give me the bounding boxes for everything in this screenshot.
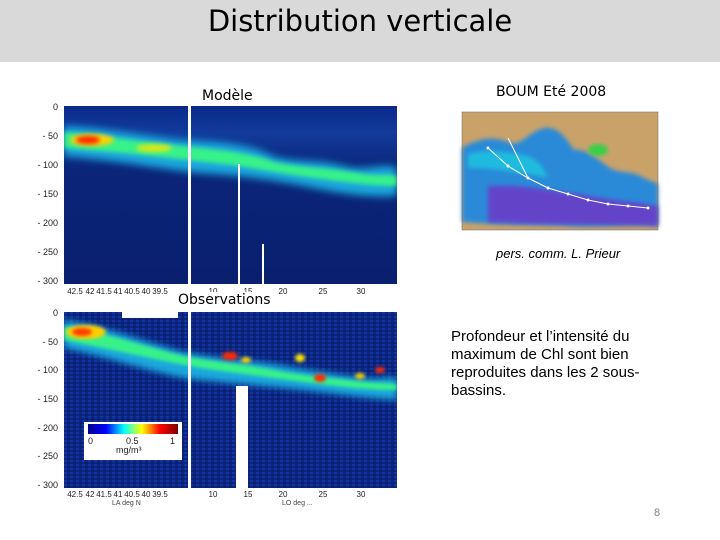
boum-label: BOUM Eté 2008 <box>496 84 607 100</box>
model-section-plot <box>64 106 397 284</box>
model-y-tick: - 100 <box>37 160 58 170</box>
observations-x-tick: 10 <box>208 490 218 499</box>
observations-y-tick: - 200 <box>37 422 58 433</box>
observations-y-tick: - 100 <box>37 365 58 376</box>
observations-label: Observations <box>176 292 273 308</box>
model-y-tick: - 200 <box>37 218 58 228</box>
colorbar-unit: mg/m³ <box>116 445 142 455</box>
observations-x-tick: 15 <box>243 490 253 499</box>
page-number: 8 <box>654 507 661 519</box>
colorbar: 0 0.5 1 mg/m³ <box>84 422 182 460</box>
model-label: Modèle <box>202 88 253 104</box>
model-y-tick: - 150 <box>37 189 58 199</box>
observations-y-tick: - 50 <box>42 336 58 347</box>
observations-x-tick: 20 <box>278 490 288 499</box>
conclusion-text: Profondeur et l’intensité du maximum de … <box>451 328 640 399</box>
observations-x-tick: 39.5 <box>152 490 168 499</box>
model-x-tick: 40 <box>141 287 151 296</box>
model-x-tick: 20 <box>278 287 288 296</box>
observations-y-tick: - 300 <box>37 480 58 490</box>
observations-section-plot <box>64 312 397 488</box>
model-x-tick: 41.5 <box>96 287 112 296</box>
slide-title: Distribution verticale <box>207 4 513 38</box>
model-x-tick: 42.5 <box>67 287 83 296</box>
observations-x-tick: 30 <box>356 490 366 499</box>
colorbar-max: 1 <box>170 436 176 446</box>
model-y-tick: - 50 <box>42 131 58 141</box>
colorbar-min: 0 <box>88 436 94 446</box>
model-x-tick: 25 <box>318 287 328 296</box>
model-x-tick: 15 <box>233 287 263 296</box>
observations-x-tick: 41.5 <box>96 490 112 499</box>
model-x-tick: 40.5 <box>124 287 140 296</box>
cruise-track-map <box>448 108 664 238</box>
x-axis-label-latitude: LA deg N <box>112 500 141 507</box>
model-y-tick: - 300 <box>37 276 58 286</box>
map-credit: pers. comm. L. Prieur <box>496 246 621 261</box>
observations-x-tick: 40.5 <box>124 490 140 499</box>
observations-y-tick: 0 <box>52 308 58 318</box>
observations-x-tick: 42 <box>85 490 95 499</box>
observations-x-tick: 41 <box>113 490 123 499</box>
model-x-tick: 42 <box>85 287 95 296</box>
colorbar-gradient <box>88 424 178 434</box>
model-x-tick: 30 <box>356 287 366 296</box>
model-y-tick: - 250 <box>37 247 58 257</box>
model-y-tick: 0 <box>52 102 58 112</box>
observations-x-tick: 25 <box>318 490 328 499</box>
observations-y-tick: - 150 <box>37 394 58 404</box>
model-x-tick: 41 <box>113 287 123 296</box>
x-axis-label-longitude: LO deg ... <box>282 500 313 507</box>
observations-x-tick: 40 <box>141 490 151 499</box>
model-x-tick: 10 <box>198 287 228 296</box>
title-bar <box>0 0 720 62</box>
colorbar-mid: 0.5 <box>126 436 139 446</box>
observations-x-tick: 42.5 <box>67 490 83 499</box>
observations-y-tick: - 250 <box>37 451 58 462</box>
model-x-tick: 39.5 <box>152 287 168 296</box>
